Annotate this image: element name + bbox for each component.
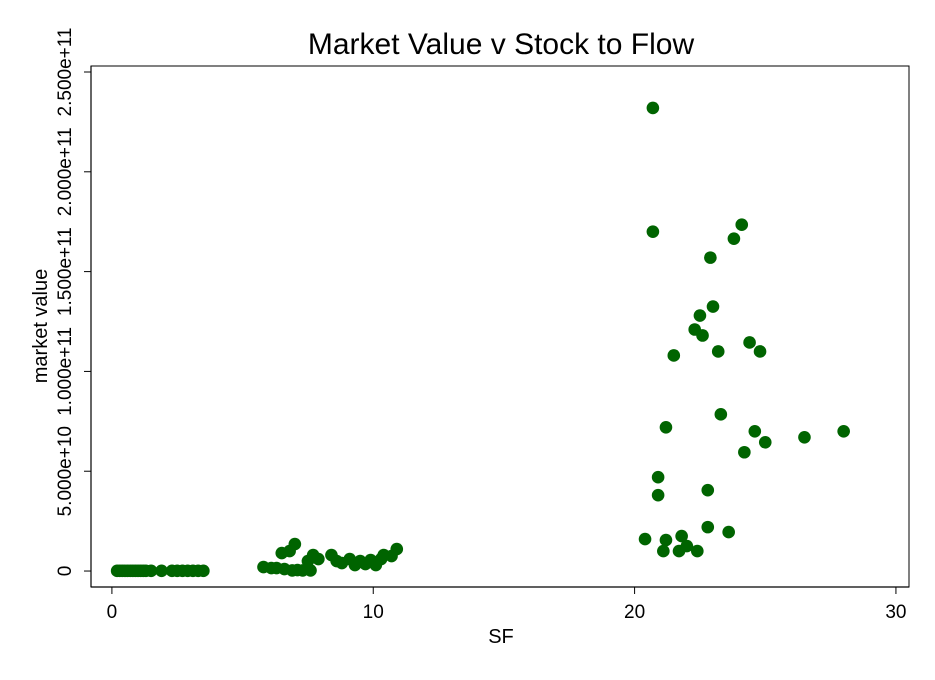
- data-point: [758, 435, 772, 449]
- data-point: [638, 532, 652, 546]
- data-point: [659, 421, 673, 434]
- y-tick-label: 2.500e+11: [55, 28, 76, 117]
- data-point: [651, 470, 665, 484]
- data-point: [304, 564, 317, 577]
- x-tick-label: 0: [107, 602, 118, 623]
- y-axis-ticks: 0 5.000e+10 1.000e+11 1.500e+11 2.000e+11 2.5…: [55, 28, 91, 577]
- y-tick-label: 5.000e+10: [55, 426, 76, 516]
- y-tick-label: 1.500e+11: [55, 227, 76, 316]
- data-point: [390, 542, 404, 556]
- data-point: [144, 564, 158, 578]
- data-point: [798, 430, 811, 444]
- data-point: [701, 520, 715, 534]
- x-tick-label: 30: [885, 602, 906, 623]
- data-point: [675, 529, 688, 543]
- data-point: [753, 345, 767, 358]
- data-point: [701, 483, 715, 497]
- y-tick-label: 1.000e+11: [55, 327, 76, 416]
- chart-title: Market Value v Stock to Flow: [308, 28, 695, 61]
- data-point: [288, 537, 302, 551]
- data-point: [714, 408, 728, 421]
- data-point: [646, 225, 660, 238]
- data-point: [651, 488, 665, 502]
- data-point: [659, 533, 673, 547]
- data-point: [696, 329, 709, 342]
- data-points: [110, 101, 850, 578]
- data-point: [646, 101, 660, 115]
- y-axis-label: market value: [30, 269, 52, 384]
- data-point: [706, 300, 720, 313]
- x-axis-ticks: 0 10 20 30: [107, 587, 907, 623]
- data-point: [657, 544, 670, 558]
- x-axis-label: SF: [488, 626, 514, 648]
- data-point: [743, 336, 756, 349]
- data-point: [693, 309, 707, 322]
- data-point: [312, 552, 325, 566]
- data-point: [691, 544, 704, 558]
- data-point: [680, 539, 694, 553]
- data-point: [735, 218, 749, 231]
- data-point: [667, 349, 681, 362]
- data-point: [711, 345, 725, 358]
- x-tick-label: 10: [363, 602, 384, 623]
- data-point: [837, 424, 850, 438]
- plot-frame: [90, 65, 910, 588]
- data-point: [197, 564, 210, 578]
- data-point: [738, 445, 751, 459]
- data-point: [704, 251, 717, 264]
- data-point: [748, 424, 762, 438]
- data-point: [155, 564, 168, 578]
- x-tick-label: 20: [624, 602, 645, 623]
- y-tick-label: 2.000e+11: [55, 127, 76, 216]
- y-tick-label: 0: [55, 566, 76, 577]
- data-point: [727, 232, 741, 245]
- data-point: [722, 525, 735, 539]
